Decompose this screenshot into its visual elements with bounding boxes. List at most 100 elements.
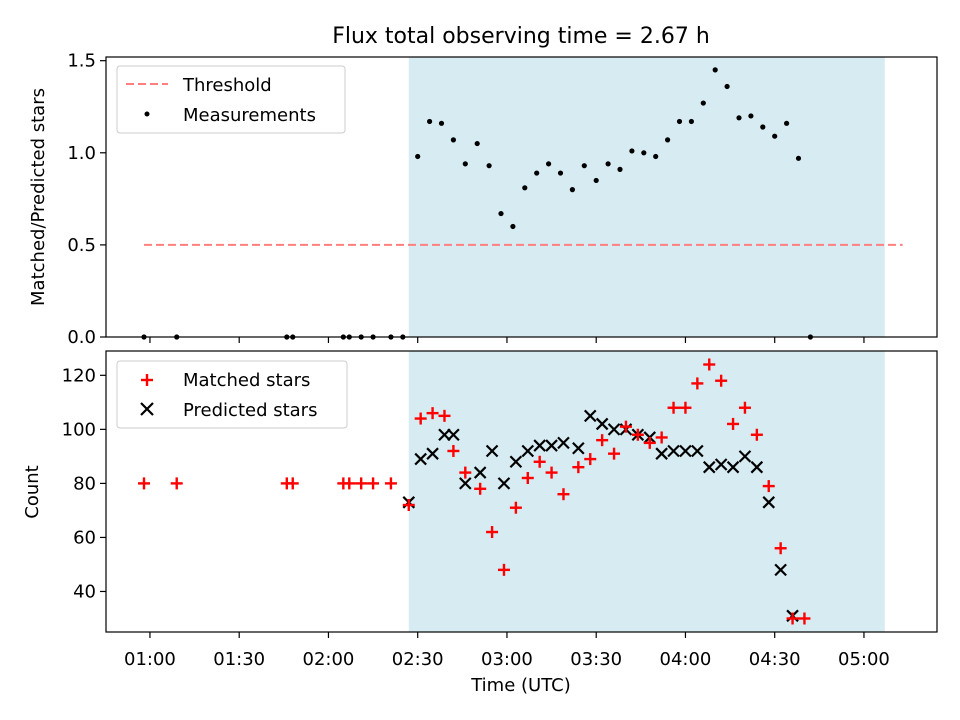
matched-star-point	[619, 420, 632, 433]
x-tick-label: 03:30	[570, 649, 622, 670]
predicted-star-point	[485, 444, 499, 458]
measurement-point	[593, 177, 599, 184]
predicted-star-point	[426, 447, 439, 460]
predicted-star-point	[774, 563, 787, 577]
measurement-point	[450, 137, 456, 143]
bottom-shaded-region	[408, 351, 885, 632]
matched-star-point	[727, 417, 740, 430]
legend-predicted-label: Predicted stars	[183, 400, 317, 421]
matched-star-point	[414, 412, 427, 425]
matched-star-point	[557, 488, 570, 501]
measurement-point	[557, 170, 564, 176]
x-tick-label: 01:00	[124, 649, 176, 670]
predicted-star-point	[447, 428, 460, 442]
predicted-star-point	[414, 452, 427, 466]
predicted-star-point	[726, 460, 740, 474]
matched-star-point	[343, 477, 356, 490]
matched-star-point	[691, 377, 704, 390]
measurement-point	[474, 140, 480, 147]
bottom-y-tick-label: 40	[73, 581, 96, 602]
predicted-star-point	[497, 477, 511, 490]
matched-star-point	[138, 477, 150, 490]
matched-star-point	[798, 612, 811, 625]
matched-star-point	[521, 471, 534, 484]
matched-star-point	[533, 455, 546, 468]
matched-star-point	[631, 428, 644, 441]
bottom-y-tick-label: 80	[73, 473, 96, 494]
predicted-star-point	[679, 444, 692, 458]
measurement-point	[795, 155, 802, 161]
measurement-point	[629, 148, 635, 154]
predicted-star-point	[738, 450, 752, 463]
matched-star-point	[402, 499, 415, 512]
measurement-point	[510, 223, 516, 230]
top-plot-frame	[105, 56, 938, 338]
matched-star-point	[486, 526, 499, 539]
measurement-point	[653, 153, 659, 160]
bottom-y-tick-label: 120	[62, 365, 96, 386]
matched-star-point	[447, 444, 460, 457]
x-tick-label: 03:00	[481, 649, 533, 670]
matched-star-point	[497, 563, 510, 576]
predicted-star-point	[509, 455, 523, 469]
x-tick-label: 01:30	[213, 649, 265, 670]
top-y-tick-label: 0.5	[67, 235, 96, 256]
measurement-point	[641, 150, 647, 156]
predicted-star-point	[714, 458, 728, 471]
matched-star-point	[509, 501, 522, 514]
bottom-plot-frame	[105, 350, 938, 633]
predicted-star-point	[667, 444, 680, 458]
matched-star-point	[384, 477, 397, 490]
matched-star-point	[170, 477, 183, 490]
matched-star-point	[459, 466, 472, 479]
predicted-star-point	[762, 496, 776, 509]
top-legend-box	[116, 65, 346, 134]
matched-star-point	[355, 477, 368, 490]
bottom-y-axis-label: Count	[22, 465, 43, 518]
matched-stars-points	[138, 358, 811, 625]
x-tick-label: 04:30	[749, 649, 801, 670]
x-tick-label: 02:30	[392, 649, 444, 670]
matched-star-point	[572, 461, 585, 474]
measurement-point	[724, 83, 730, 90]
predicted-stars-points	[402, 409, 799, 623]
bottom-legend-box	[116, 360, 348, 429]
matched-star-point	[774, 542, 787, 555]
top-x-ticks	[149, 337, 865, 343]
bottom-y-ticks: 40 60 80 100 120	[62, 365, 106, 602]
predicted-star-point	[595, 417, 609, 431]
matched-star-point	[786, 612, 799, 625]
predicted-star-point	[545, 439, 558, 452]
measurement-point	[665, 137, 671, 143]
measurement-point	[700, 100, 706, 106]
measurement-points	[141, 67, 814, 340]
measurement-point	[605, 161, 611, 167]
measurement-point	[784, 120, 790, 126]
measurement-point	[676, 118, 683, 125]
measurement-point	[736, 115, 742, 121]
measurement-point	[415, 153, 421, 160]
top-y-tick-label: 0.0	[67, 327, 96, 348]
predicted-star-point	[691, 444, 704, 458]
measurement-point	[772, 133, 778, 139]
chart-title: Flux total observing time = 2.67 h	[332, 24, 710, 49]
top-y-ticks: 0.0 0.5 1.0 1.5	[67, 51, 106, 348]
measurement-point	[546, 161, 552, 167]
predicted-star-point	[607, 423, 621, 436]
x-axis-label: Time (UTC)	[470, 675, 571, 696]
matched-star-point	[438, 409, 451, 422]
bottom-y-tick-label: 60	[73, 527, 96, 548]
matched-star-point	[655, 431, 668, 444]
predicted-star-point	[459, 477, 472, 490]
legend-predicted-swatch	[140, 402, 154, 416]
top-shaded-region	[408, 57, 885, 337]
matched-star-point	[584, 453, 597, 466]
predicted-star-point	[557, 436, 570, 450]
x-tick-label: 05:00	[838, 649, 890, 670]
matched-star-point	[667, 401, 680, 414]
measurement-point	[438, 120, 445, 126]
top-panel: 0.0 0.5 1.0 1.5 Matched/Predicted stars Thr…	[28, 51, 938, 348]
measurement-point	[748, 113, 754, 119]
measurement-point	[688, 118, 695, 125]
